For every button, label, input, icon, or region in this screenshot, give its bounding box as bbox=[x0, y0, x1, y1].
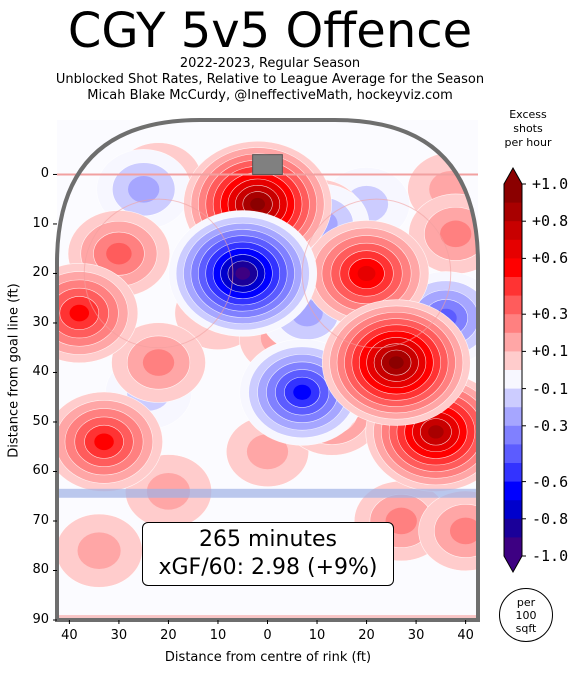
colorbar-tick-label: +1.0 bbox=[532, 175, 569, 193]
colorbar-band bbox=[504, 407, 522, 427]
y-tick-label: 90 bbox=[32, 612, 49, 627]
colorbar-band bbox=[504, 351, 522, 371]
colorbar-band bbox=[504, 295, 522, 315]
chart-subtitle-credit: Micah Blake McCurdy, @IneffectiveMath, h… bbox=[87, 88, 453, 103]
y-tick-label: 60 bbox=[32, 463, 49, 479]
colorbar-band bbox=[504, 184, 522, 204]
colorbar-tick-label: -0.1 bbox=[532, 379, 569, 398]
heat-contour bbox=[428, 425, 444, 439]
y-tick-label: 10 bbox=[32, 215, 49, 231]
colorbar-band bbox=[504, 258, 522, 278]
minutes-label: 265 minutes bbox=[198, 527, 338, 552]
blue-line bbox=[57, 488, 478, 498]
y-tick-label: 0 bbox=[40, 166, 49, 182]
x-tick-label: 10 bbox=[308, 628, 326, 643]
x-tick-label: 0 bbox=[263, 628, 272, 643]
y-tick-label: 80 bbox=[32, 562, 49, 578]
colorbar-tick-label: +0.8 bbox=[532, 212, 569, 231]
colorbar-band bbox=[504, 370, 522, 390]
y-tick-label: 50 bbox=[32, 413, 49, 429]
colorbar-title-line: Excess bbox=[509, 108, 547, 121]
y-tick-label: 20 bbox=[32, 265, 49, 281]
x-tick-label: 30 bbox=[110, 628, 128, 643]
colorbar-title-line: per hour bbox=[504, 136, 552, 149]
colorbar-tick-label: -0.8 bbox=[532, 509, 569, 528]
colorbar-band bbox=[504, 463, 522, 483]
centre-line bbox=[57, 615, 478, 620]
units-badge: per 100 sqft bbox=[499, 588, 553, 642]
colorbar-tick-label: +0.1 bbox=[532, 342, 569, 361]
y-tick-label: 70 bbox=[32, 512, 49, 528]
heat-contour bbox=[77, 532, 121, 570]
colorbar-band bbox=[504, 314, 522, 334]
colorbar-bottom-extension bbox=[504, 556, 522, 572]
colorbar-band bbox=[504, 444, 522, 464]
x-tick-label: 20 bbox=[358, 628, 375, 643]
heat-contour bbox=[142, 349, 175, 376]
colorbar-tick-label: -0.6 bbox=[532, 472, 569, 491]
xgf-label: xGF/60: 2.98 (+9%) bbox=[158, 555, 378, 580]
faceoff-circle-left bbox=[83, 198, 234, 349]
units-badge-line: per bbox=[516, 596, 536, 609]
y-tick-label: 40 bbox=[32, 364, 49, 380]
x-tick-label: 40 bbox=[61, 628, 78, 643]
heat-contour bbox=[357, 265, 376, 282]
colorbar-band bbox=[504, 202, 522, 222]
colorbar-band bbox=[504, 277, 522, 297]
heat-contour bbox=[440, 220, 472, 248]
heat-contour bbox=[235, 267, 251, 280]
colorbar-band bbox=[504, 518, 522, 538]
faceoff-circle-right bbox=[301, 198, 452, 349]
heat-contour bbox=[388, 356, 404, 369]
colorbar-band bbox=[504, 500, 522, 520]
units-badge-line: sqft bbox=[515, 622, 537, 635]
y-axis-label: Distance from goal line (ft) bbox=[6, 283, 22, 458]
axes bbox=[53, 173, 467, 624]
colorbar-band bbox=[504, 425, 522, 445]
colorbar-top-extension bbox=[504, 168, 522, 184]
colorbar-tick-label: -0.3 bbox=[532, 416, 569, 435]
colorbar-title: Excess shots per hour bbox=[498, 108, 558, 150]
colorbar-band bbox=[504, 537, 522, 557]
goal-net bbox=[252, 154, 283, 175]
colorbar-band bbox=[504, 388, 522, 408]
x-tick-label: 10 bbox=[209, 628, 227, 643]
chart-subtitle-season: 2022-2023, Regular Season bbox=[179, 56, 361, 71]
colorbar-tick-label: -1.0 bbox=[532, 547, 569, 565]
heat-contour bbox=[106, 242, 132, 265]
x-axis-label: Distance from centre of rink (ft) bbox=[164, 650, 372, 665]
y-tick-label: 30 bbox=[32, 314, 49, 330]
heatmap-layer bbox=[57, 140, 478, 588]
x-tick-label: 30 bbox=[407, 628, 425, 643]
x-tick-label: 20 bbox=[160, 628, 177, 643]
colorbar-tick-label: +0.3 bbox=[532, 305, 569, 324]
x-tick-label: 40 bbox=[457, 628, 474, 643]
colorbar-band bbox=[504, 332, 522, 352]
colorbar-band bbox=[504, 239, 522, 259]
heat-contour bbox=[449, 517, 478, 545]
colorbar-band bbox=[504, 221, 522, 241]
heat-contour bbox=[246, 434, 289, 470]
heat-contour bbox=[94, 433, 114, 451]
heat-contour bbox=[69, 304, 90, 322]
chart-title: CGY 5v5 Offence bbox=[67, 3, 473, 59]
colorbar-title-line: shots bbox=[513, 122, 543, 135]
chart-subtitle-description: Unblocked Shot Rates, Relative to League… bbox=[55, 72, 485, 87]
rink-boards bbox=[55, 118, 480, 622]
units-badge-line: 100 bbox=[515, 609, 537, 622]
heat-contour bbox=[250, 197, 265, 211]
heat-contour bbox=[128, 175, 160, 203]
heat-contour bbox=[293, 384, 312, 400]
colorbar-tick-label: +0.6 bbox=[532, 249, 569, 268]
colorbar-band bbox=[504, 481, 522, 501]
rink-markings bbox=[55, 118, 480, 622]
colorbar bbox=[503, 166, 526, 574]
summary-box: 265 minutes xGF/60: 2.98 (+9%) bbox=[142, 522, 394, 586]
